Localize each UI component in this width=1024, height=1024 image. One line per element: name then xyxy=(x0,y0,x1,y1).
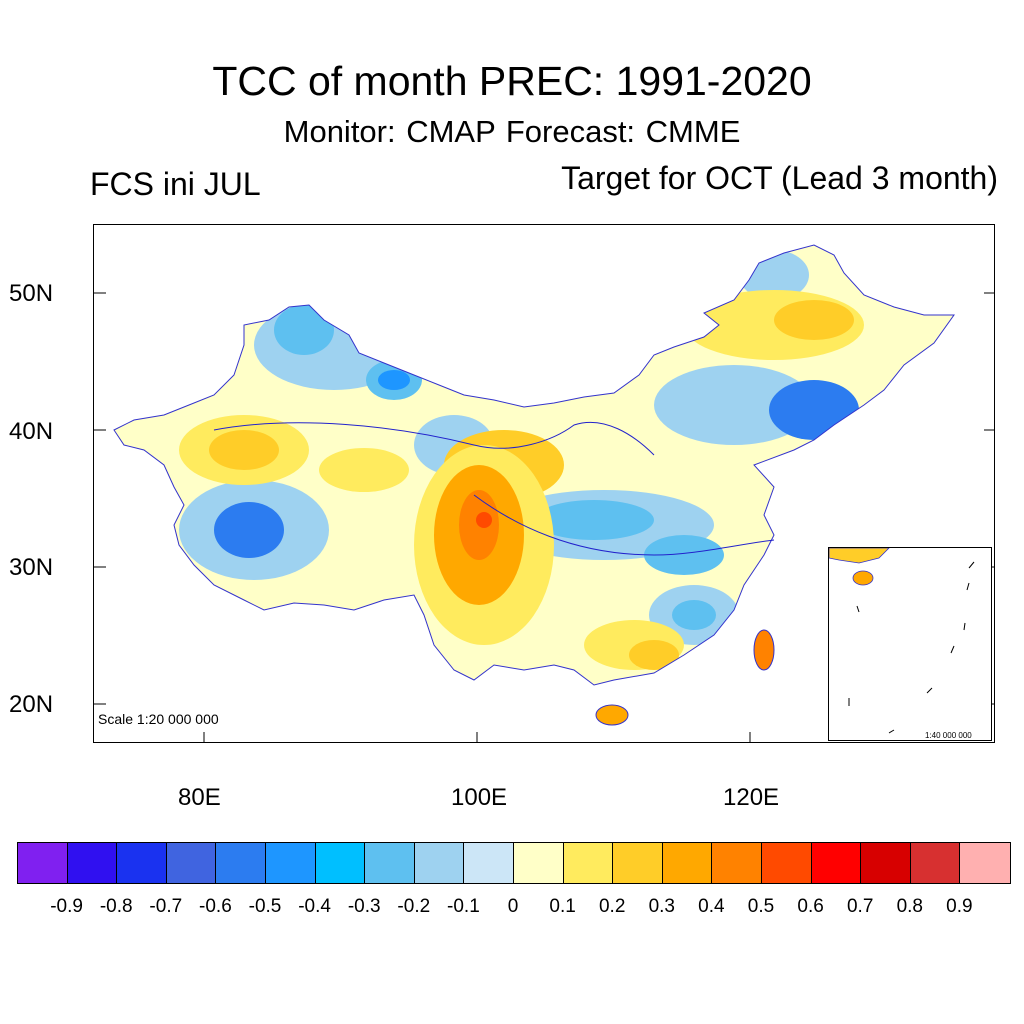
colorbar-label: 0.3 xyxy=(648,896,676,917)
colorbar-label: -0.2 xyxy=(397,896,431,917)
colorbar-label: 0.1 xyxy=(549,896,576,917)
colorbar-swatch xyxy=(67,843,118,883)
x-tick-label: 100E xyxy=(451,784,508,811)
x-tick-label: 80E xyxy=(178,784,221,811)
y-tick-label: 40N xyxy=(9,418,54,445)
colorbar-label: 0.6 xyxy=(797,896,824,917)
south-china-sea-inset xyxy=(828,547,992,741)
colorbar-swatch xyxy=(265,843,316,883)
y-tick-label: 50N xyxy=(9,280,54,307)
colorbar-swatch xyxy=(910,843,961,883)
colorbar-label: -0.4 xyxy=(298,896,331,917)
colorbar-swatch xyxy=(662,843,713,883)
colorbar-swatch xyxy=(365,843,415,883)
inset-scale-label: 1:40 000 000 xyxy=(925,731,972,740)
colorbar-swatch xyxy=(811,843,862,883)
colorbar-label: 0.8 xyxy=(896,896,924,917)
colorbar-label: 0.5 xyxy=(747,896,775,917)
colorbar-swatch xyxy=(861,843,911,883)
colorbar-swatch xyxy=(166,843,217,883)
colorbar-swatch xyxy=(761,843,812,883)
colorbar-label: 0.4 xyxy=(698,896,725,917)
init-label: FCS ini JUL xyxy=(90,166,261,202)
colorbar-label: 0 xyxy=(507,896,519,917)
y-tick-label: 30N xyxy=(9,554,54,581)
colorbar-label: 0.2 xyxy=(598,896,626,917)
y-tick-label: 20N xyxy=(9,691,54,718)
colorbar-label: 0.7 xyxy=(846,896,874,917)
x-tick-label: 120E xyxy=(723,784,780,811)
scale-label: Scale 1:20 000 000 xyxy=(98,711,219,727)
colorbar-swatch xyxy=(18,843,68,883)
colorbar-swatch xyxy=(563,843,614,883)
colorbar-swatch xyxy=(712,843,762,883)
colorbar-label: -0.5 xyxy=(248,896,282,917)
colorbar-swatch xyxy=(117,843,167,883)
colorbar xyxy=(17,842,1011,884)
target-label: Target for OCT (Lead 3 month) xyxy=(561,160,998,196)
colorbar-swatch xyxy=(315,843,366,883)
map-plot-area xyxy=(93,224,995,743)
colorbar-swatch xyxy=(216,843,266,883)
colorbar-label: -0.1 xyxy=(447,896,480,917)
colorbar-label: -0.9 xyxy=(50,896,83,917)
inset-map xyxy=(828,547,975,734)
page-title: TCC of month PREC: 1991-2020 xyxy=(212,58,812,104)
colorbar-label: -0.8 xyxy=(99,896,133,917)
colorbar-swatch xyxy=(613,843,663,883)
colorbar-swatch xyxy=(513,843,564,883)
colorbar-swatch xyxy=(960,843,1010,883)
colorbar-swatch xyxy=(414,843,465,883)
colorbar-label: -0.7 xyxy=(149,896,183,917)
colorbar-swatch xyxy=(464,843,514,883)
colorbar-label: -0.6 xyxy=(199,896,232,917)
colorbar-label: 0.9 xyxy=(946,896,973,917)
china-tcc-map xyxy=(94,244,994,742)
page-subtitle: Monitor: CMAP Forecast: CMME xyxy=(283,114,741,149)
colorbar-label: -0.3 xyxy=(347,896,381,917)
